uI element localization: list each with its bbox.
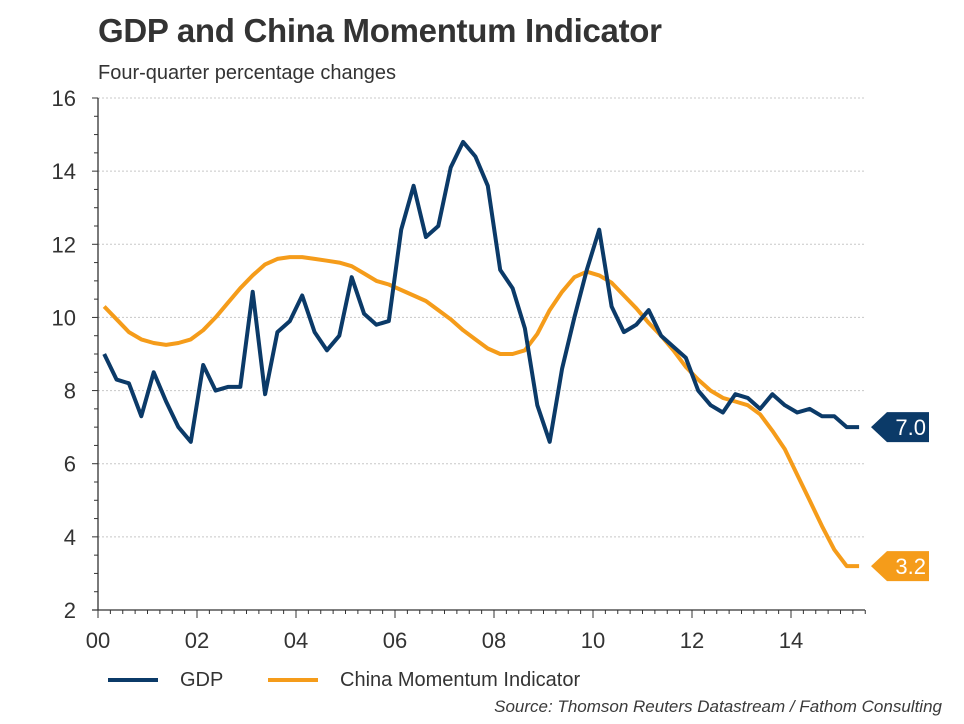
legend-label-china-momentum: China Momentum Indicator xyxy=(340,668,581,691)
gdp-line xyxy=(102,139,860,444)
x-axis-ticks: 00 02 04 06 08 10 12 14 xyxy=(86,628,803,653)
legend-swatch-gdp xyxy=(108,678,158,682)
chart-subtitle: Four-quarter percentage changes xyxy=(98,62,396,84)
x-tick-label: 02 xyxy=(185,628,209,653)
y-axis-ticks: 2 4 6 8 10 12 14 16 xyxy=(52,86,76,623)
y-tick-label: 6 xyxy=(64,452,76,477)
y-tick-label: 2 xyxy=(64,598,76,623)
end-label-tag xyxy=(871,412,929,443)
chart-title: GDP and China Momentum Indicator xyxy=(98,12,662,49)
legend-item-china-momentum: China Momentum Indicator xyxy=(268,666,580,694)
legend: GDP China Momentum Indicator xyxy=(0,666,964,694)
gdp-end-label: 7.0 xyxy=(871,412,929,443)
x-tick-label: 10 xyxy=(581,628,605,653)
x-tick-label: 08 xyxy=(482,628,506,653)
series-lines xyxy=(102,139,860,569)
legend-swatch-china-momentum xyxy=(268,678,318,682)
source-note: Source: Thomson Reuters Datastream / Fat… xyxy=(494,697,942,716)
end-label-value: 3.2 xyxy=(895,554,926,579)
y-tick-label: 8 xyxy=(64,379,76,404)
china-momentum-end-label: 3.2 xyxy=(871,551,929,582)
x-tick-label: 12 xyxy=(680,628,704,653)
y-tick-label: 4 xyxy=(64,525,76,550)
y-tick-label: 14 xyxy=(52,159,76,184)
x-tick-label: 04 xyxy=(284,628,308,653)
y-tick-label: 12 xyxy=(52,232,76,257)
y-tick-label: 10 xyxy=(52,305,76,330)
x-tick-label: 00 xyxy=(86,628,110,653)
x-tick-label: 06 xyxy=(383,628,407,653)
legend-label-gdp: GDP xyxy=(180,668,224,691)
end-label-tag xyxy=(871,551,929,582)
y-tick-label: 16 xyxy=(52,86,76,111)
legend-item-gdp: GDP xyxy=(108,666,223,694)
china-momentum-line xyxy=(102,255,860,569)
end-label-value: 7.0 xyxy=(895,415,926,440)
x-tick-label: 14 xyxy=(779,628,803,653)
axes xyxy=(92,97,866,618)
end-labels: 7.0 3.2 xyxy=(871,412,929,582)
